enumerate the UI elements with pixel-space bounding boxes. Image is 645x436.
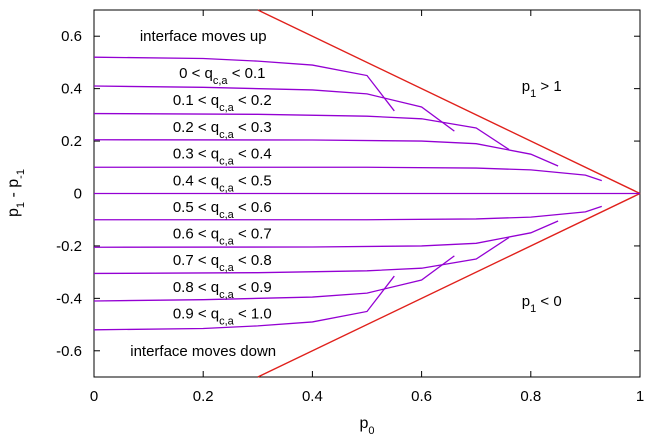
x-tick-label: 0.4 [302,388,323,405]
x-tick-label: 0 [90,388,98,405]
y-axis-label: p1 - p-1 [5,169,27,217]
band-label: 0.6 < qc,a < 0.7 [173,225,272,247]
contour-line [93,275,395,331]
contour-line [93,112,510,151]
band-label: 0.9 < qc,a < 1.0 [173,306,272,328]
band-label: 0.7 < qc,a < 0.8 [173,252,272,274]
contour-line [94,166,602,182]
band-label: 0.5 < qc,a < 0.6 [173,199,272,221]
axis-ticks: 0 0.2 0.4 0.6 0.8 1 -0.6 -0.4 -0.2 0 0.2 0.4 0.6 [56,10,644,405]
plot-labels: 0 < qc,a < 0.1 0.1 < qc,a < 0.2 0.2 < qc,a… [130,28,561,360]
x-tick-label: 0.6 [411,388,432,405]
contour-line [93,236,510,275]
x-tick-label: 1 [636,388,644,405]
y-tick-label: -0.6 [56,343,82,360]
contour-line [93,85,455,132]
y-tick-label: 0 [74,186,82,203]
x-axis-label: p0 [359,415,374,436]
interface-annotation: interface moves up [140,28,267,45]
y-tick-label: -0.2 [56,238,82,255]
contour-line [94,205,602,221]
contour-line [93,220,559,248]
y-tick-label: 0.6 [61,28,82,45]
band-label: 0.3 < qc,a < 0.4 [173,146,272,168]
region-label: p1 < 0 [522,293,562,315]
boundary-line [257,9,641,195]
y-tick-label: 0.2 [61,133,82,150]
contour-line [93,56,395,112]
interface-annotation: interface moves down [130,343,276,360]
contour-line [93,255,455,302]
region-label: p1 > 1 [522,78,562,100]
band-label: 0.4 < qc,a < 0.5 [173,172,272,194]
contour-line [93,139,559,167]
band-label: 0.2 < qc,a < 0.3 [173,119,272,141]
x-tick-label: 0.8 [520,388,541,405]
boundary-lines [257,9,641,378]
boundary-line [257,192,641,378]
contour-lines [93,56,640,331]
y-tick-label: -0.4 [56,290,82,307]
band-label: 0 < qc,a < 0.1 [179,65,265,87]
x-tick-label: 0.2 [193,388,214,405]
y-tick-label: 0.4 [61,81,82,98]
band-label: 0.1 < qc,a < 0.2 [173,92,272,114]
band-label: 0.8 < qc,a < 0.9 [173,279,272,301]
